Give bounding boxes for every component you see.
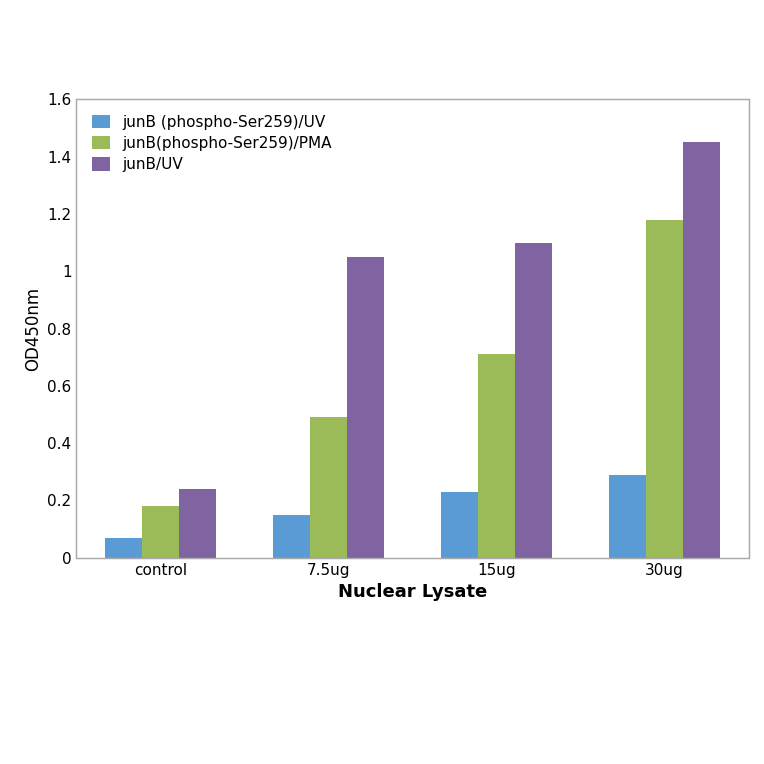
Bar	[441, 492, 478, 558]
Bar	[646, 220, 683, 558]
Bar	[515, 242, 552, 558]
Bar	[179, 489, 216, 558]
Bar	[142, 506, 179, 558]
Bar	[609, 474, 646, 558]
Bar	[683, 142, 720, 558]
Bar	[105, 538, 142, 558]
Bar	[347, 257, 384, 558]
Bar	[273, 515, 310, 558]
Bar	[478, 354, 515, 558]
Y-axis label: OD450nm: OD450nm	[24, 286, 42, 371]
X-axis label: Nuclear Lysate: Nuclear Lysate	[338, 583, 487, 601]
Bar	[310, 417, 347, 558]
Legend: junB (phospho-Ser259)/UV, junB(phospho-Ser259)/PMA, junB/UV: junB (phospho-Ser259)/UV, junB(phospho-S…	[84, 107, 339, 180]
